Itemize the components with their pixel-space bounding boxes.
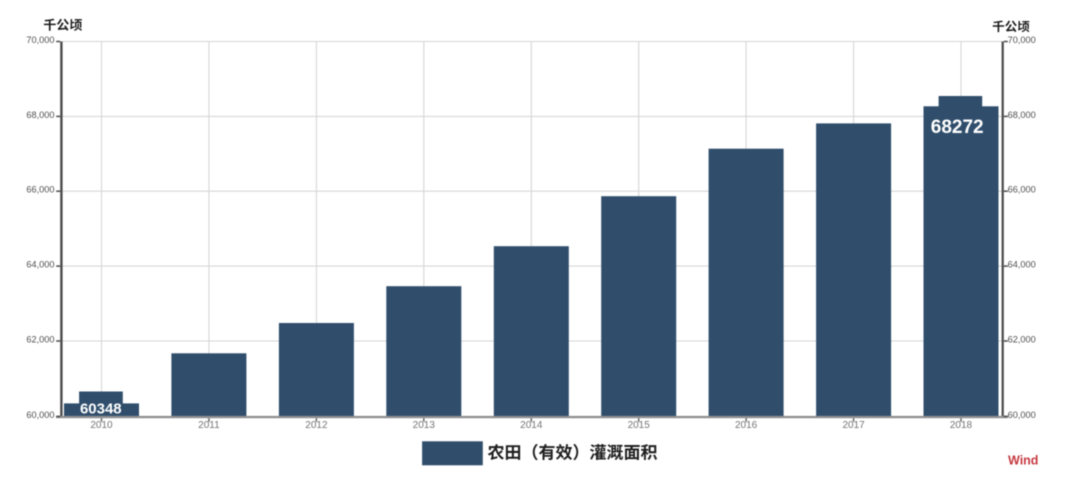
svg-text:Wind: Wind	[1008, 453, 1038, 467]
svg-text:62,000: 62,000	[26, 335, 54, 345]
svg-text:2018: 2018	[950, 420, 973, 431]
svg-text:2010: 2010	[90, 420, 113, 431]
svg-text:2012: 2012	[305, 420, 328, 431]
svg-text:60,000: 60,000	[1008, 410, 1036, 420]
svg-text:68,000: 68,000	[26, 110, 54, 120]
svg-text:66,000: 66,000	[26, 185, 54, 195]
svg-text:2013: 2013	[413, 420, 436, 431]
svg-text:68272: 68272	[931, 117, 984, 138]
svg-text:66,000: 66,000	[1008, 185, 1036, 195]
svg-text:64,000: 64,000	[26, 260, 54, 270]
svg-text:70,000: 70,000	[1008, 35, 1036, 45]
svg-text:62,000: 62,000	[1008, 335, 1036, 345]
svg-text:68,000: 68,000	[1008, 110, 1036, 120]
svg-text:60348: 60348	[80, 401, 122, 418]
svg-text:2011: 2011	[198, 420, 220, 431]
svg-text:2016: 2016	[735, 420, 758, 431]
svg-text:64,000: 64,000	[1008, 260, 1036, 270]
svg-text:60,000: 60,000	[26, 410, 54, 420]
svg-text:70,000: 70,000	[26, 35, 54, 45]
svg-text:2017: 2017	[842, 420, 865, 431]
svg-text:2015: 2015	[628, 420, 651, 431]
svg-text:2014: 2014	[520, 420, 543, 431]
